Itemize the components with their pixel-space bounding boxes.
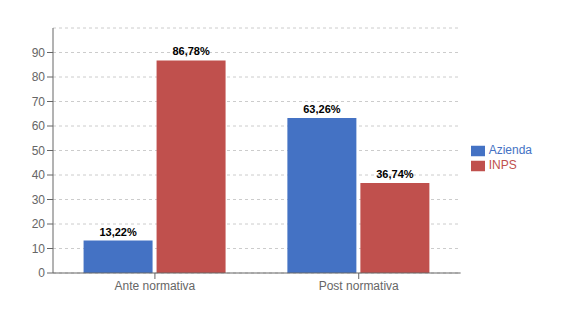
svg-text:90: 90	[32, 46, 46, 60]
svg-text:70: 70	[32, 95, 46, 109]
svg-text:30: 30	[32, 193, 46, 207]
html-text:Azienda: Azienda	[488, 143, 532, 158]
svg-text:Post normativa: Post normativa	[319, 279, 399, 293]
svg-text:40: 40	[32, 168, 46, 182]
svg-text:60: 60	[32, 119, 46, 133]
svg-text:20: 20	[32, 217, 46, 231]
svg-text:63,26%: 63,26%	[303, 103, 341, 115]
svg-text:80: 80	[32, 70, 46, 84]
svg-text:50: 50	[32, 144, 46, 158]
svg-text:10: 10	[32, 242, 46, 256]
svg-text:86,78%: 86,78%	[172, 45, 210, 57]
html-text:INPS: INPS	[488, 158, 517, 172]
svg-text:0: 0	[38, 266, 45, 280]
svg-text:13,22%: 13,22%	[99, 226, 137, 238]
svg-text:Ante normativa: Ante normativa	[115, 279, 196, 293]
svg-text:36,74%: 36,74%	[376, 168, 414, 180]
